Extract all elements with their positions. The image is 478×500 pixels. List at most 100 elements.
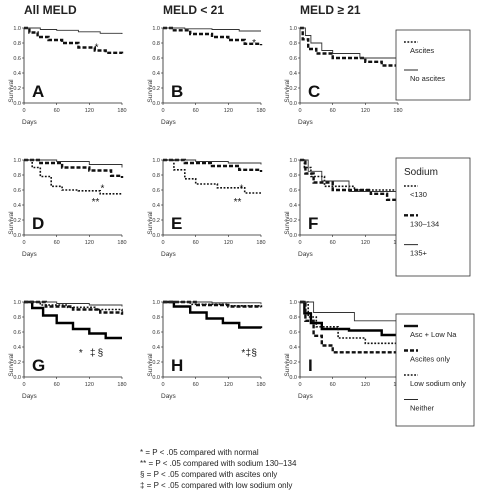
x-tick-label: 180 [117, 108, 126, 114]
legend-frame [395, 157, 471, 277]
y-tick-label: 0.6 [289, 56, 297, 62]
y-axis-label: Survival [284, 211, 291, 235]
panel-c: 0.0 0.2 0.4 0.6 0.8 1.0 0 60 120 180 Survival Days C [284, 26, 403, 126]
legend-entry-label: 130–134 [410, 219, 439, 228]
x-tick-label: 180 [117, 240, 126, 246]
y-tick-label: 0.6 [289, 330, 297, 336]
significance-mark: * [239, 184, 243, 195]
survival-curve-ascites-only [300, 300, 398, 354]
panel-label: B [171, 82, 183, 101]
x-tick-label: 0 [161, 240, 164, 246]
panel-b: 0.0 0.2 0.4 0.6 0.8 1.0 0 60 120 180 Survival Days B… [147, 26, 266, 126]
x-tick-label: 0 [22, 108, 25, 114]
y-tick-label: 0.4 [289, 345, 297, 351]
significance-mark: § [251, 348, 257, 359]
y-tick-label: 0.4 [152, 203, 160, 209]
x-tick-label: 60 [330, 240, 336, 246]
survival-curve-130-134 [163, 158, 263, 172]
y-tick-label: 0.6 [13, 330, 21, 336]
y-tick-label: 1.0 [152, 26, 160, 32]
x-tick-label: 0 [298, 240, 301, 246]
x-tick-label: 120 [224, 382, 233, 388]
footnote-text: = P < .05 compared with low sodium only [144, 481, 293, 490]
legend-frame [395, 313, 475, 427]
y-tick-label: 0.0 [289, 101, 297, 107]
panel-label: F [308, 214, 318, 233]
significance-mark: ** [92, 197, 100, 208]
legend-entry-label: No ascites [410, 74, 445, 83]
x-tick-label: 180 [256, 108, 265, 114]
significance-mark: § [98, 348, 104, 359]
panel-a: 0.0 0.2 0.4 0.6 0.8 1.0 0 60 120 180 Survival Days A… [8, 26, 127, 126]
panel-label: D [32, 214, 44, 233]
y-tick-label: 0.4 [13, 345, 21, 351]
y-tick-label: 0.2 [289, 360, 297, 366]
legend-frame [395, 29, 471, 101]
y-tick-label: 0.2 [152, 218, 160, 224]
survival-curve-130-134 [300, 158, 400, 201]
survival-curve-neither [24, 301, 123, 307]
y-axis-label: Survival [8, 79, 15, 103]
y-tick-label: 0.8 [13, 315, 21, 321]
significance-mark: ** [234, 197, 242, 208]
y-tick-label: 0.0 [13, 375, 21, 381]
y-tick-label: 0.8 [289, 173, 297, 179]
x-tick-label: 0 [22, 240, 25, 246]
y-tick-label: 0.4 [13, 203, 21, 209]
survival-curve-ascites-only [24, 300, 124, 315]
y-tick-label: 0.6 [13, 56, 21, 62]
panel-h: 0.0 0.2 0.4 0.6 0.8 1.0 0 60 120 180 Survival Days H… [147, 300, 266, 400]
survival-curve--130 [163, 159, 262, 194]
footnote-text: = P < .05 compared with ascites only [144, 470, 278, 479]
y-tick-label: 0.8 [152, 41, 160, 47]
legend-entry-label: <130 [410, 190, 427, 199]
x-axis-label: Days [298, 251, 314, 258]
column-header-meld-low: MELD < 21 [163, 3, 224, 17]
x-tick-label: 60 [54, 108, 60, 114]
y-tick-label: 0.2 [13, 360, 21, 366]
survival-curve-asc-low-na [163, 300, 263, 329]
x-tick-label: 60 [54, 382, 60, 388]
survival-curve-135- [163, 159, 262, 165]
column-header-meld-high: MELD ≥ 21 [300, 3, 361, 17]
x-tick-label: 60 [193, 240, 199, 246]
y-tick-label: 0.4 [13, 71, 21, 77]
y-tick-label: 1.0 [289, 300, 297, 306]
survival-curve-low-sodium-only [300, 301, 399, 347]
significance-mark: ‡ [90, 348, 96, 359]
legend-box-1: Ascites No ascites [395, 29, 471, 101]
footnote-2: ** = P < .05 compared with sodium 130–13… [140, 458, 296, 469]
x-tick-label: 180 [256, 382, 265, 388]
y-tick-label: 0.8 [152, 315, 160, 321]
panel-g: 0.0 0.2 0.4 0.6 0.8 1.0 0 60 120 180 Survival Days G… [8, 300, 127, 400]
survival-panels: 0.0 0.2 0.4 0.6 0.8 1.0 0 60 120 180 Survival Days A… [8, 26, 403, 400]
x-tick-label: 120 [85, 240, 94, 246]
y-tick-label: 0.8 [289, 41, 297, 47]
y-axis-label: Survival [284, 353, 291, 377]
y-tick-label: 0.0 [289, 375, 297, 381]
y-tick-label: 0.8 [13, 41, 21, 47]
legend-title: Sodium [404, 167, 438, 178]
panel-label: H [171, 356, 183, 375]
survival-curve-asc-low-na [300, 300, 400, 338]
y-tick-label: 0.2 [152, 86, 160, 92]
y-axis-label: Survival [8, 353, 15, 377]
y-tick-label: 1.0 [13, 26, 21, 32]
x-axis-label: Days [161, 119, 177, 126]
panel-i: 0.00.20.40.60.81.0060120180SurvivalDaysI [284, 300, 403, 400]
x-tick-label: 120 [361, 108, 370, 114]
footnote-symbol: ** [140, 459, 147, 468]
y-axis-label: Survival [147, 211, 154, 235]
y-axis-label: Survival [284, 79, 291, 103]
y-tick-label: 0.6 [13, 188, 21, 194]
y-tick-label: 0.4 [289, 71, 297, 77]
y-tick-label: 0.0 [289, 233, 297, 239]
panel-label: A [32, 82, 44, 101]
y-tick-label: 0.4 [152, 345, 160, 351]
y-tick-label: 0.2 [13, 218, 21, 224]
y-tick-label: 1.0 [13, 300, 21, 306]
survival-curve-low-sodium-only [24, 301, 123, 311]
y-tick-label: 1.0 [152, 300, 160, 306]
survival-curve-ascites [24, 26, 124, 54]
